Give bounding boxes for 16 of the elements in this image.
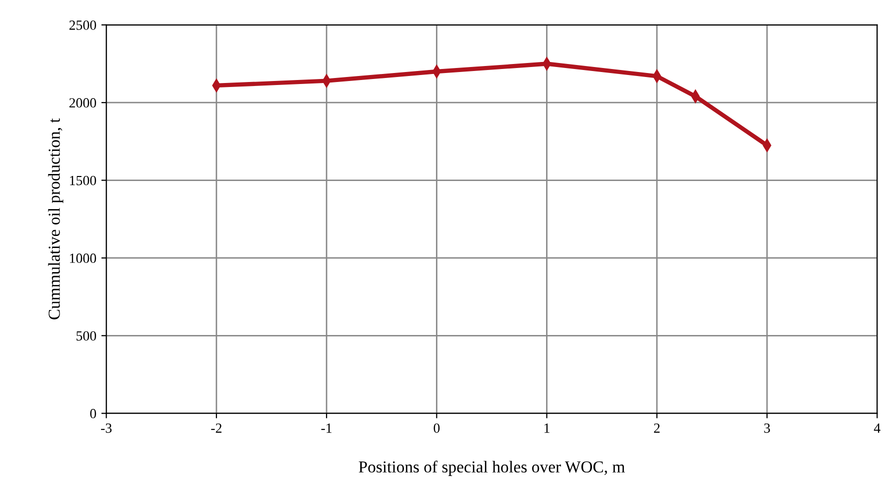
y-axis-title: Cummulative oil production, t	[48, 118, 64, 320]
x-tick-label: -2	[211, 424, 222, 433]
x-tick-label: 4	[874, 424, 880, 433]
x-tick-label: -1	[321, 424, 332, 433]
y-tick-label: 2000	[69, 98, 96, 108]
y-tick-label: 0	[90, 408, 96, 418]
x-axis-title: Positions of special holes over WOC, m	[358, 460, 625, 476]
x-tick-label: -3	[101, 424, 112, 433]
y-tick-label: 500	[76, 331, 96, 341]
y-tick-label: 1000	[70, 254, 96, 263]
x-tick-label: 2	[654, 424, 660, 433]
x-tick-label: 3	[764, 424, 770, 433]
x-tick-label: 1	[544, 424, 550, 433]
y-tick-label: 2500	[69, 20, 96, 30]
x-tick-label: 0	[434, 423, 440, 433]
y-tick-label: 1500	[70, 176, 96, 186]
